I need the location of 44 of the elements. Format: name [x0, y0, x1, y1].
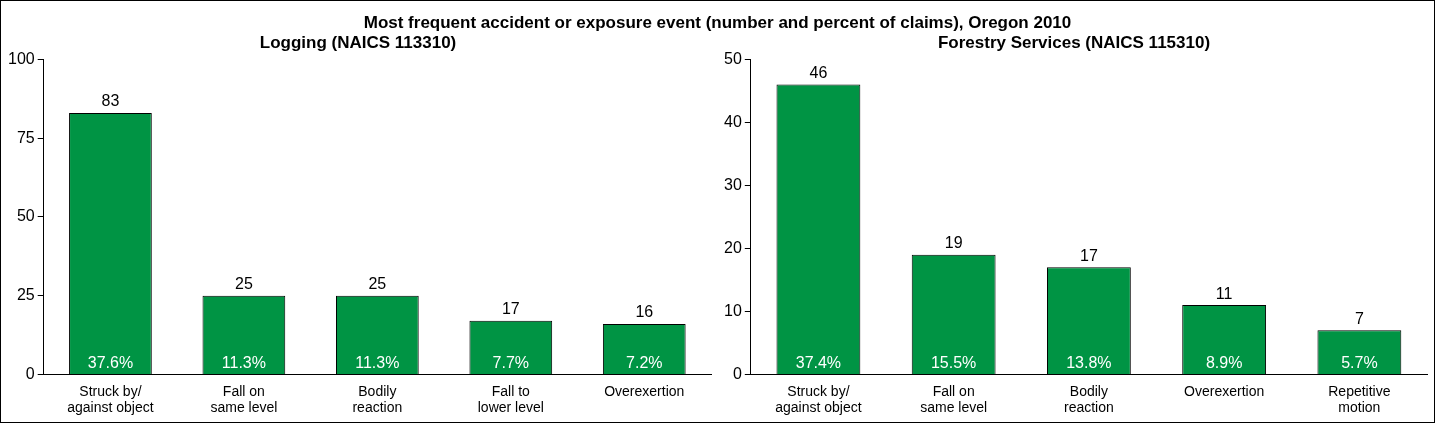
- x-tick-label: Overexertion: [1184, 382, 1265, 399]
- annotation: 37.4%: [795, 353, 842, 371]
- x-tick-label: Fall on same level: [920, 382, 988, 416]
- x-tick-label: Fall on same level: [210, 382, 278, 416]
- chart-title: Forestry Services (NAICS 115310): [937, 32, 1211, 52]
- data-label: 19: [944, 234, 963, 252]
- x-tick-label: Overexertion: [604, 382, 685, 399]
- y-tick-label: 100: [7, 49, 35, 67]
- annotation: 7.2%: [626, 353, 663, 371]
- annotation: 37.6%: [87, 353, 134, 371]
- data-label: 25: [368, 275, 387, 293]
- annotation: 15.5%: [930, 353, 977, 371]
- data-label: 17: [501, 300, 520, 318]
- annotation: 13.8%: [1066, 353, 1112, 371]
- data-label: 83: [101, 92, 120, 110]
- annotation: 11.3%: [221, 353, 266, 371]
- x-tick-label: Struck by/ against object: [775, 382, 862, 416]
- data-label: 46: [809, 64, 828, 82]
- data-label: 16: [635, 303, 654, 321]
- y-tick-label: 25: [16, 286, 35, 304]
- y-tick-label: 20: [724, 238, 742, 256]
- y-tick-label: 75: [16, 128, 35, 146]
- x-tick-label: Struck by/ against object: [67, 382, 154, 416]
- x-tick-label: Repetitive motion: [1328, 382, 1391, 416]
- text: Most frequent accident or exposure event (number and percent of claims), Oregon 2010: [362, 13, 1073, 33]
- y-tick-label: 50: [724, 49, 742, 67]
- data-label: 7: [1354, 309, 1364, 327]
- y-tick-label: 40: [724, 112, 742, 130]
- y-tick-label: 50: [16, 207, 35, 225]
- y-tick-label: 0: [732, 364, 742, 382]
- y-tick-label: 30: [724, 175, 742, 193]
- x-tick-label: Bodily reaction: [352, 382, 403, 416]
- x-tick-label: Bodily reaction: [1063, 382, 1114, 416]
- annotation: 8.9%: [1205, 353, 1243, 371]
- y-tick-label: 10: [724, 301, 742, 319]
- annotation: 11.3%: [355, 353, 400, 371]
- x-tick-label: Fall to lower level: [477, 382, 544, 416]
- annotation: 7.7%: [492, 353, 530, 371]
- annotation: 5.7%: [1341, 353, 1378, 371]
- data-label: 25: [234, 275, 253, 293]
- chart-title: Logging (NAICS 113310): [259, 32, 457, 52]
- data-label: 11: [1215, 284, 1233, 302]
- data-label: 17: [1080, 246, 1098, 264]
- y-tick-label: 0: [25, 364, 35, 382]
